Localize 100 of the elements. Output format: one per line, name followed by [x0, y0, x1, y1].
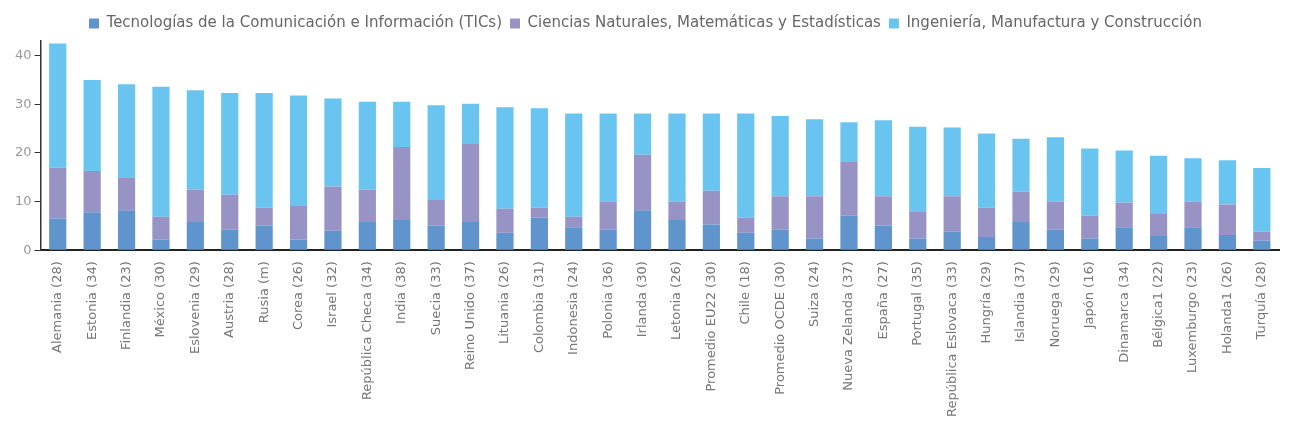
x-tick-label: Promedio OCDE (30) [771, 261, 787, 395]
x-tick-label: Promedio EU22 (30) [702, 261, 718, 392]
bar [255, 207, 273, 226]
x-tick-label: Portugal (35) [909, 261, 925, 346]
x-tick-label: Islandia (37) [1012, 261, 1028, 343]
x-tick-label: Bélgica1 (22) [1149, 261, 1165, 348]
x-tick-label: Nueva Zelanda (37) [840, 261, 856, 391]
bar [1218, 160, 1236, 205]
bar [805, 238, 824, 250]
bar [393, 101, 411, 148]
x-tick-label: Austria (28) [221, 261, 237, 338]
bar [324, 186, 342, 231]
bar [530, 217, 548, 250]
bar [874, 120, 892, 197]
bar [874, 196, 892, 226]
bar [702, 224, 720, 250]
x-tick-label: Noruega (29) [1046, 261, 1062, 348]
bar [565, 216, 583, 228]
bar [599, 113, 617, 202]
legend-label: Ciencias Naturales, Matemáticas y Estadísticas [527, 13, 882, 32]
x-tick-label: Turquía (28) [1253, 261, 1269, 341]
bar [1184, 201, 1202, 228]
bar [1184, 158, 1202, 202]
bar [702, 113, 720, 191]
bar [599, 201, 617, 230]
bar [668, 201, 686, 221]
bar [1149, 213, 1168, 237]
bar [117, 84, 136, 178]
bar [977, 237, 996, 250]
bar [977, 207, 996, 238]
bar [1115, 227, 1133, 250]
x-tick-label: Indonesia (24) [565, 261, 581, 355]
bar [909, 126, 927, 212]
y-tick-label: 0 [23, 241, 32, 257]
x-tick-label: Suecia (33) [427, 261, 443, 336]
bar [1081, 215, 1099, 239]
x-tick-label: Suiza (24) [805, 261, 821, 327]
bar [496, 107, 514, 209]
bar [289, 205, 308, 240]
bar [1218, 204, 1236, 236]
bar [496, 232, 514, 250]
bar [909, 211, 927, 239]
bar [289, 239, 308, 250]
bar [221, 93, 239, 195]
bar [530, 207, 548, 218]
bar [152, 239, 170, 250]
bar [702, 190, 720, 225]
x-tick-label: Rusia (m) [255, 261, 271, 324]
bar [393, 147, 411, 221]
bar [771, 115, 789, 197]
bar [1046, 201, 1064, 230]
bar [49, 218, 67, 250]
bar [943, 231, 961, 250]
x-tick-label: Alemania (28) [49, 261, 65, 353]
x-tick-label: Irlanda (30) [633, 261, 649, 338]
bar [909, 238, 927, 250]
x-tick-label: España (27) [874, 261, 890, 340]
x-tick-label: Japón (16) [1081, 261, 1097, 330]
bar [358, 101, 376, 190]
bar [633, 113, 652, 155]
x-tick-label: Colombia (31) [530, 261, 546, 354]
bar [152, 86, 170, 217]
bar [461, 103, 480, 144]
x-tick-label: Estonia (34) [83, 261, 99, 340]
bar [83, 212, 101, 250]
y-tick-label: 20 [15, 144, 32, 160]
legend-label: Ingeniería, Manufactura y Construcción [906, 13, 1202, 32]
x-tick-label: Letonia (26) [668, 261, 684, 340]
bar [221, 194, 239, 230]
x-tick-label: Israel (32) [324, 261, 340, 328]
bar [1046, 229, 1064, 250]
bar [1184, 227, 1202, 250]
bar [427, 225, 445, 250]
bar [221, 229, 239, 250]
x-tick-label: Reino Unido (37) [461, 261, 477, 370]
bar [805, 196, 824, 239]
x-tick-label: Holanda1 (26) [1218, 261, 1234, 355]
x-tick-label: Lituania (26) [496, 261, 512, 344]
bar [1046, 137, 1064, 202]
bar [117, 210, 136, 250]
bar [49, 167, 67, 219]
bar [1012, 138, 1030, 192]
bar [1115, 150, 1133, 203]
bar [461, 221, 480, 250]
bar [1218, 235, 1236, 250]
bar [565, 227, 583, 250]
bar [186, 90, 204, 190]
bar [737, 113, 755, 218]
bar [358, 189, 376, 222]
bar [977, 133, 996, 208]
bar [633, 210, 652, 250]
x-tick-label: Eslovenia (29) [186, 261, 202, 355]
x-tick-label: Polonia (36) [599, 261, 615, 339]
bar [530, 108, 548, 208]
bar [1115, 202, 1133, 228]
x-tick-label: Hungría (29) [977, 261, 993, 344]
bar [186, 221, 204, 250]
bar [668, 220, 686, 250]
bar [1012, 191, 1030, 222]
bar [1149, 155, 1168, 214]
